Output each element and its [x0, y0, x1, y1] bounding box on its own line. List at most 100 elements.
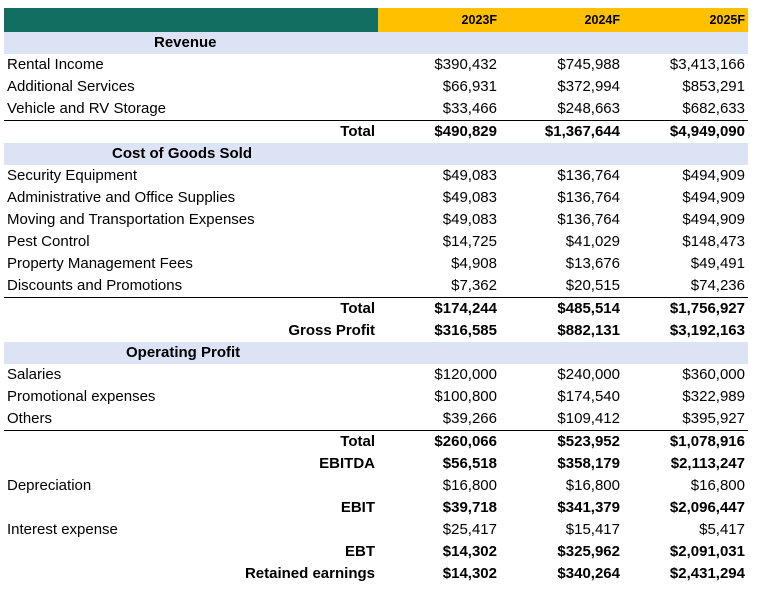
value-cell: $49,083	[442, 189, 497, 206]
value-cell: $2,091,031	[669, 543, 745, 560]
value-cell: $66,931	[442, 78, 497, 95]
value-cell: $49,491	[690, 255, 745, 272]
total-label: Total	[340, 123, 375, 140]
line-item-label: Vehicle and RV Storage	[7, 100, 167, 117]
value-cell: $33,466	[442, 100, 497, 117]
value-cell: $174,244	[434, 300, 497, 317]
value-cell: $39,266	[442, 410, 497, 427]
value-cell: $5,417	[699, 521, 745, 538]
value-cell: $341,379	[557, 499, 620, 516]
value-cell: $1,078,916	[669, 433, 745, 450]
table-row: Salaries $120,000 $240,000 $360,000	[4, 364, 748, 386]
value-cell: $174,540	[557, 388, 620, 405]
value-cell: $120,000	[434, 366, 497, 383]
value-cell: $682,633	[682, 100, 745, 117]
value-cell: $16,800	[690, 477, 745, 494]
value-cell: $14,302	[442, 543, 497, 560]
value-cell: $136,764	[557, 167, 620, 184]
value-cell: $322,989	[682, 388, 745, 405]
total-row: EBIT $39,718 $341,379 $2,096,447	[4, 497, 748, 519]
table-row: Security Equipment $49,083 $136,764 $494,90…	[4, 165, 748, 187]
table-row: Rental Income $390,432 $745,988 $3,413,166	[4, 54, 748, 76]
line-item-label: Discounts and Promotions	[7, 277, 183, 294]
table-row: Additional Services $66,931 $372,994 $853,2…	[4, 76, 748, 98]
value-cell: $56,518	[442, 455, 497, 472]
value-cell: $15,417	[565, 521, 620, 538]
value-cell: $882,131	[557, 322, 620, 339]
table-row: Interest expense $25,417 $15,417 $5,417	[4, 519, 748, 541]
line-item-label: Moving and Transportation Expenses	[7, 211, 255, 228]
line-item-label: Salaries	[7, 366, 62, 383]
total-row: EBITDA $56,518 $358,179 $2,113,247	[4, 453, 748, 475]
column-header-2024: 2024F	[500, 8, 623, 32]
line-item-label: Administrative and Office Supplies	[7, 189, 236, 206]
total-label: EBIT	[340, 499, 375, 516]
value-cell: $316,585	[434, 322, 497, 339]
value-cell: $20,515	[565, 277, 620, 294]
total-row: EBT $14,302 $325,962 $2,091,031	[4, 541, 748, 563]
total-row: Retained earnings $14,302 $340,264 $2,431,2…	[4, 563, 748, 585]
value-cell: $136,764	[557, 189, 620, 206]
table-body: Revenue Rental Income $390,432 $745,988 $3,4…	[4, 32, 748, 585]
line-item-label: Security Equipment	[7, 167, 138, 184]
value-cell: $490,829	[434, 123, 497, 140]
value-cell: $74,236	[690, 277, 745, 294]
value-cell: $494,909	[682, 211, 745, 228]
line-item-label: Promotional expenses	[7, 388, 156, 405]
table-row: Pest Control $14,725 $41,029 $148,473	[4, 231, 748, 253]
line-item-label: Additional Services	[7, 78, 135, 95]
value-cell: $13,676	[565, 255, 620, 272]
table-row: Depreciation $16,800 $16,800 $16,800	[4, 475, 748, 497]
value-cell: $494,909	[682, 167, 745, 184]
value-cell: $136,764	[557, 211, 620, 228]
value-cell: $7,362	[451, 277, 497, 294]
total-label: EBITDA	[319, 455, 375, 472]
line-item-label: Others	[7, 410, 53, 427]
value-cell: $2,113,247	[670, 455, 745, 472]
section-header-row: Operating Profit	[4, 342, 748, 364]
value-cell: $358,179	[557, 455, 620, 472]
value-cell: $395,927	[682, 410, 745, 427]
section-title: Cost of Goods Sold	[112, 145, 252, 162]
value-cell: $325,962	[557, 543, 620, 560]
value-cell: $109,412	[557, 410, 620, 427]
section-header-row: Revenue	[4, 32, 748, 54]
value-cell: $4,949,090	[669, 123, 745, 140]
value-cell: $14,302	[442, 565, 497, 582]
income-statement-table: 2023F 2024F 2025F Revenue Rental Income $3…	[4, 8, 748, 585]
value-cell: $16,800	[565, 477, 620, 494]
value-cell: $494,909	[682, 189, 745, 206]
line-item-label: Pest Control	[7, 233, 90, 250]
value-cell: $1,367,644	[544, 123, 620, 140]
total-label: Gross Profit	[288, 322, 375, 339]
value-cell: $523,952	[557, 433, 620, 450]
value-cell: $3,192,163	[669, 322, 745, 339]
value-cell: $240,000	[557, 366, 620, 383]
table-row: Vehicle and RV Storage $33,466 $248,663 $68…	[4, 98, 748, 120]
value-cell: $49,083	[442, 211, 497, 228]
value-cell: $49,083	[442, 167, 497, 184]
total-label: EBT	[345, 543, 375, 560]
total-row: Total $174,244 $485,514 $1,756,927	[4, 297, 748, 320]
value-cell: $4,908	[451, 255, 497, 272]
column-header-2025: 2025F	[623, 8, 748, 32]
section-header-row: Cost of Goods Sold	[4, 143, 748, 165]
line-item-label: Depreciation	[7, 477, 92, 494]
value-cell: $745,988	[557, 56, 620, 73]
value-cell: $16,800	[442, 477, 497, 494]
table-row: Administrative and Office Supplies $49,08…	[4, 187, 748, 209]
table-row: Others $39,266 $109,412 $395,927	[4, 408, 748, 430]
line-item-label: Interest expense	[7, 521, 118, 538]
line-item-label: Property Management Fees	[7, 255, 193, 272]
table-row: Moving and Transportation Expenses $49,08…	[4, 209, 748, 231]
value-cell: $25,417	[442, 521, 497, 538]
line-item-label: Rental Income	[7, 56, 104, 73]
value-cell: $260,066	[434, 433, 497, 450]
value-cell: $372,994	[557, 78, 620, 95]
value-cell: $360,000	[682, 366, 745, 383]
table-row: Discounts and Promotions $7,362 $20,515 $74…	[4, 275, 748, 297]
value-cell: $1,756,927	[669, 300, 745, 317]
column-header-2023: 2023F	[378, 8, 500, 32]
header-row: 2023F 2024F 2025F	[4, 8, 748, 32]
value-cell: $340,264	[557, 565, 620, 582]
